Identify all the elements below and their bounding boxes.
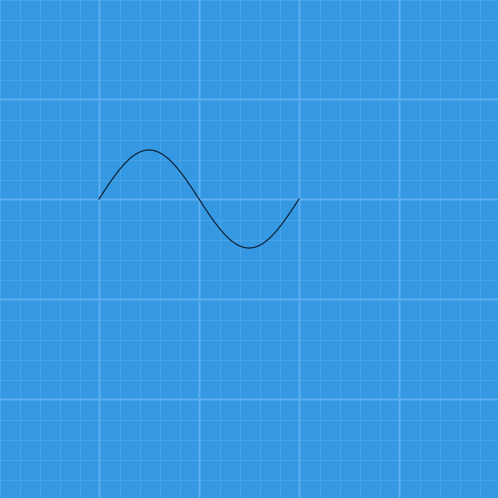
sine-wave-curve[interactable] — [98, 149, 300, 249]
